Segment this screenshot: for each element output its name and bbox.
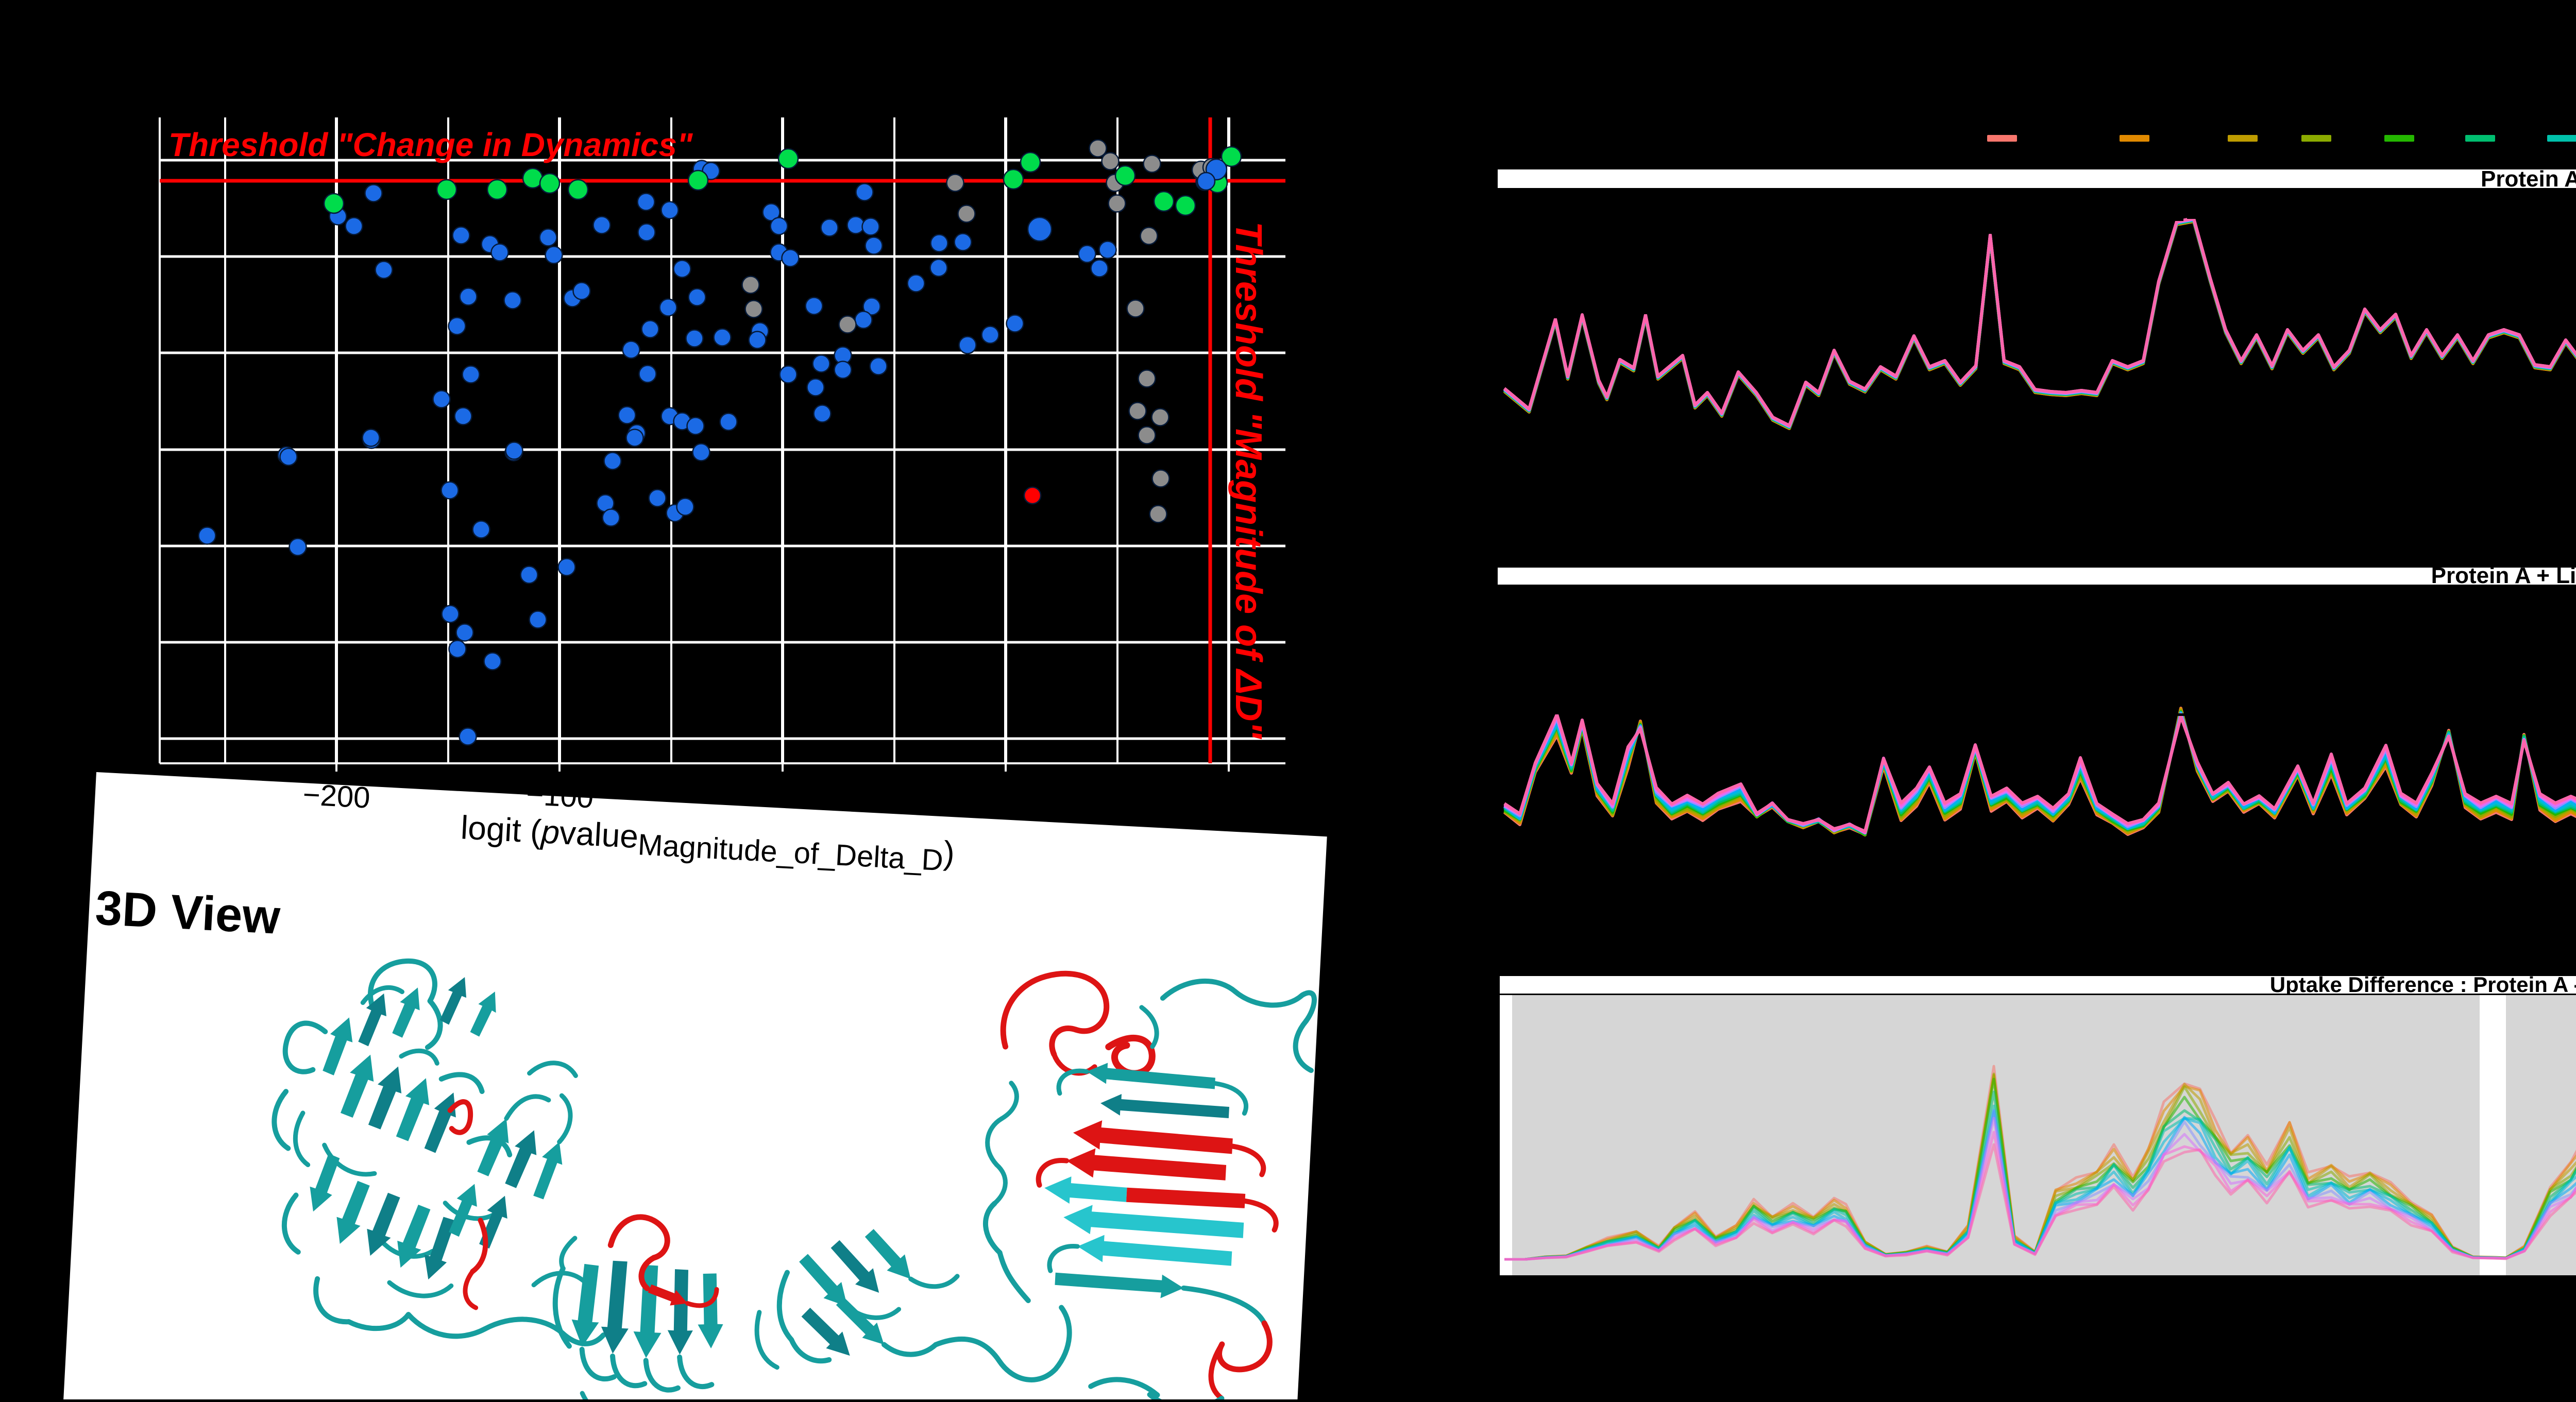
svg-text:Threshold "Magnitude of ΔD": Threshold "Magnitude of ΔD" bbox=[1228, 221, 1269, 739]
svg-text:Protein A + Ligand: Protein A + Ligand bbox=[2431, 563, 2576, 588]
svg-text:Threshold "Change in Dynamics": Threshold "Change in Dynamics" bbox=[168, 126, 693, 163]
svg-text:3D View: 3D View bbox=[94, 880, 282, 944]
svg-text:Uptake Difference : Protein A: Uptake Difference : Protein A - (Protein… bbox=[2270, 972, 2576, 997]
svg-text:Protein A: Protein A bbox=[2481, 166, 2576, 192]
